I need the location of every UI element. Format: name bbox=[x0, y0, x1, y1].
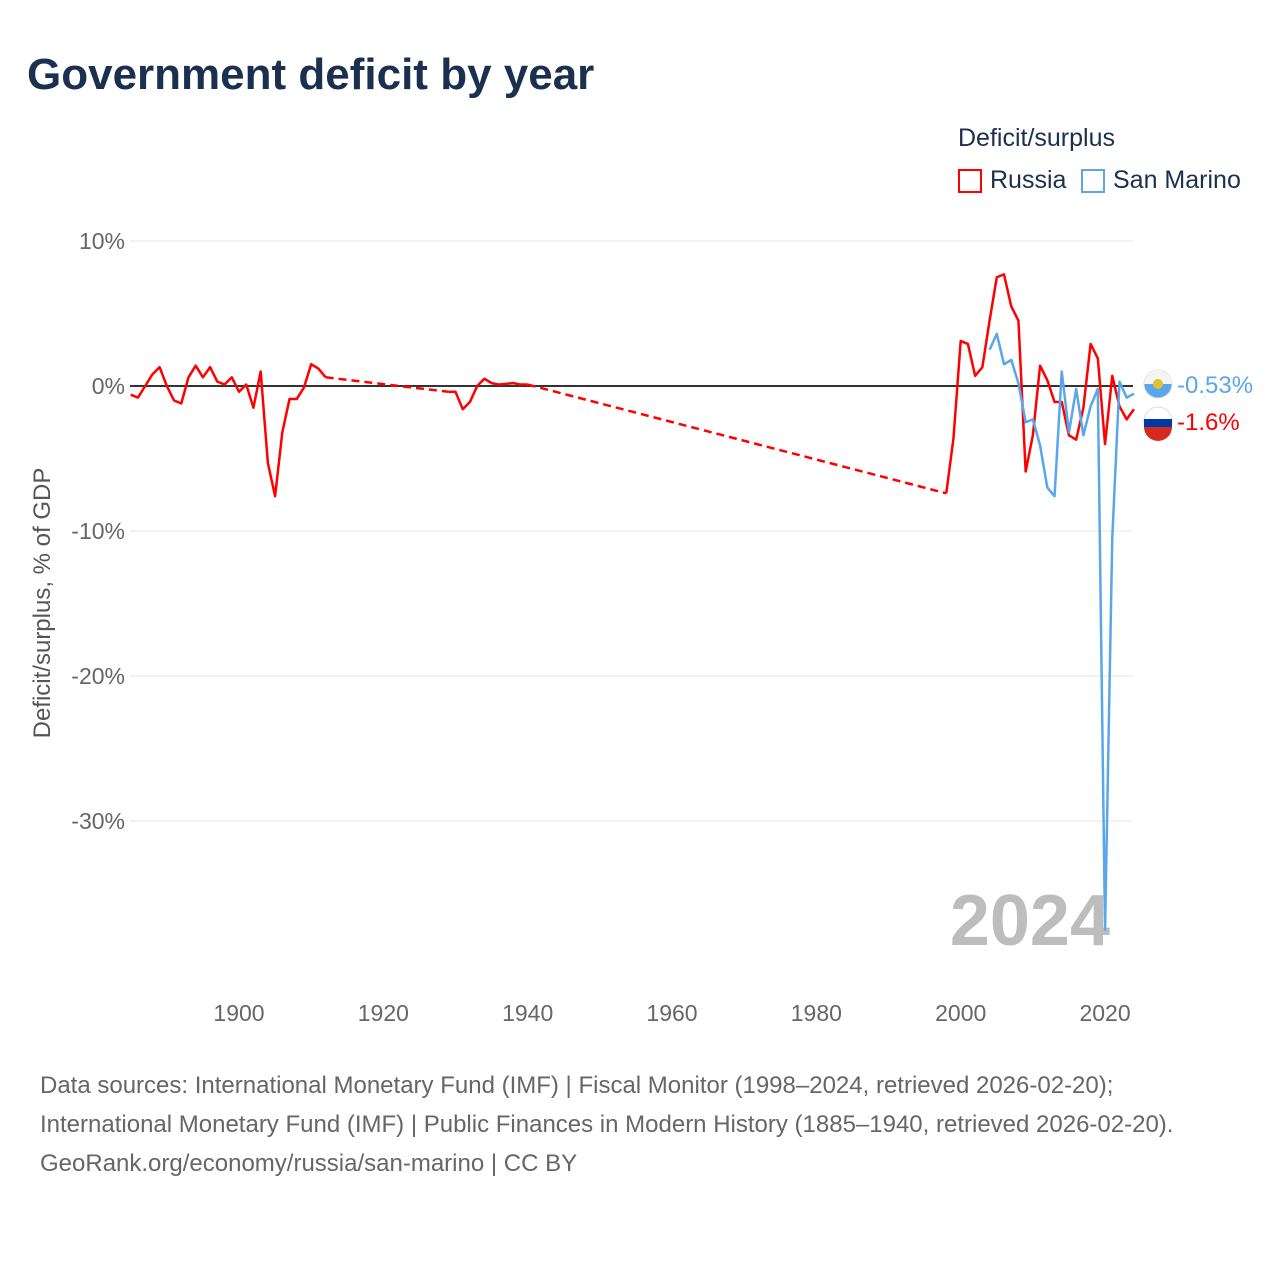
footer: Data sources: International Monetary Fun… bbox=[40, 1066, 1240, 1183]
end-value-label: -0.53% bbox=[1177, 372, 1253, 399]
series-san-marino: -0.53% bbox=[988, 332, 1253, 931]
x-tick-label: 1900 bbox=[213, 1000, 264, 1026]
legend-swatch bbox=[958, 168, 982, 193]
year-watermark: 2024 bbox=[950, 881, 1110, 961]
x-tick-label: 2000 bbox=[935, 1000, 986, 1026]
legend-label: San Marino bbox=[1113, 166, 1241, 194]
legend-item-san-marino[interactable]: San Marino bbox=[1081, 166, 1241, 195]
series-line bbox=[988, 332, 1135, 931]
flag-stripe bbox=[1144, 419, 1172, 427]
series-line bbox=[945, 273, 1135, 494]
y-tick-label: 10% bbox=[79, 228, 125, 254]
flag-stripe bbox=[1144, 370, 1172, 384]
legend-item-russia[interactable]: Russia bbox=[958, 166, 1066, 195]
series-line bbox=[448, 377, 528, 411]
y-tick-label: 0% bbox=[92, 373, 125, 399]
end-value-label: -1.6% bbox=[1177, 409, 1240, 436]
page-title: Government deficit by year bbox=[27, 50, 595, 99]
series-russia: -1.6% bbox=[130, 273, 1240, 498]
legend-swatch bbox=[1081, 168, 1105, 193]
legend-label: Russia bbox=[990, 166, 1067, 194]
x-tick-label: 1940 bbox=[502, 1000, 553, 1026]
x-tick-label: 1920 bbox=[358, 1000, 409, 1026]
flag-stripe bbox=[1144, 427, 1172, 441]
source-link[interactable]: GeoRank.org/economy/russia/san-marino | … bbox=[40, 1150, 578, 1177]
series-line bbox=[325, 376, 449, 394]
x-tick-label: 2020 bbox=[1079, 1000, 1130, 1026]
series-line bbox=[527, 383, 947, 495]
y-tick-label: -10% bbox=[71, 518, 125, 544]
x-tick-label: 1980 bbox=[791, 1000, 842, 1026]
y-tick-label: -20% bbox=[71, 663, 125, 689]
coat-of-arms bbox=[1153, 379, 1163, 389]
data-sources: Data sources: International Monetary Fun… bbox=[40, 1072, 1174, 1138]
series-line bbox=[130, 363, 327, 498]
legend-title: Deficit/surplus bbox=[958, 124, 1115, 152]
x-tick-label: 1960 bbox=[646, 1000, 697, 1026]
y-tick-label: -30% bbox=[71, 808, 125, 834]
